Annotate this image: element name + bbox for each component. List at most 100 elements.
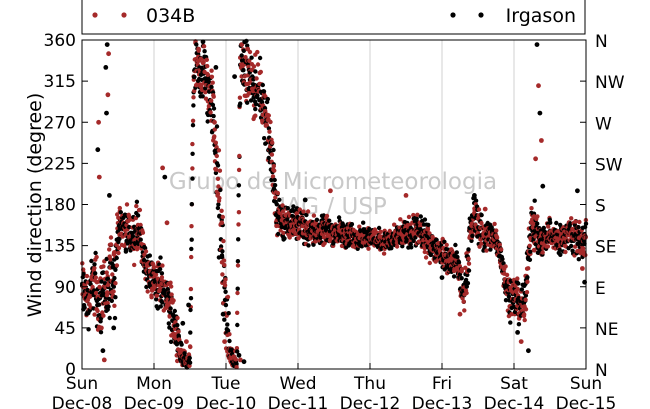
data-point [355,246,360,251]
data-point [577,219,582,225]
watermark-line-1: Grupo de Micrometeorologia [169,169,497,195]
data-point [117,236,122,242]
data-point [484,248,489,253]
data-point [349,222,355,227]
data-point [554,220,559,226]
y-tick-label: 270 [44,113,76,133]
data-point [217,168,223,173]
data-point [453,242,458,248]
data-point [190,166,195,171]
data-point [205,119,210,124]
data-point [545,244,551,249]
data-point [186,302,192,308]
data-point [454,250,459,255]
data-point [265,96,270,102]
y-tick-label: 0 [65,360,76,380]
data-point [253,102,259,107]
data-point [282,236,287,241]
data-point [270,174,276,179]
data-point [235,290,240,296]
data-point [266,126,272,131]
data-point [142,245,148,251]
x-tick-date: Dec-10 [196,394,257,409]
x-tick-day: Sun [66,374,98,394]
data-point [105,300,110,306]
data-point [459,267,465,272]
data-point [189,224,194,229]
data-point [251,64,257,69]
data-point [110,272,115,277]
data-point [82,305,87,310]
data-point [504,272,510,278]
data-point [262,136,267,141]
data-point [191,103,196,108]
data-point [189,254,194,260]
data-point [580,266,585,271]
data-point [255,62,261,67]
data-point [541,225,546,231]
data-point [105,92,111,98]
data-point [220,311,226,317]
data-point [257,55,263,61]
data-point [214,145,219,150]
data-point [277,197,282,202]
data-point [451,274,457,279]
data-point [546,224,551,229]
data-point [241,359,247,365]
data-point [519,287,525,292]
legend: 034B Irgason [81,0,586,35]
data-point [418,227,423,232]
data-point [175,323,180,328]
data-point [235,259,241,264]
data-point [190,123,196,128]
data-point [311,242,316,247]
data-point [103,65,109,70]
data-point [142,252,147,257]
data-point [278,228,283,233]
data-point [108,242,114,247]
data-point [459,276,464,281]
data-point [540,250,545,255]
data-point [143,249,149,254]
data-point [227,338,232,344]
data-point [249,55,254,60]
data-point [113,267,118,272]
data-point [274,202,279,207]
data-point [479,241,484,246]
data-point [217,195,222,201]
data-point [271,163,276,169]
data-point [160,300,165,305]
data-point [134,203,139,209]
data-point [535,214,540,219]
data-point [209,68,214,73]
data-point [189,202,194,207]
data-point [469,238,474,243]
data-point [213,167,219,172]
data-point [205,63,210,69]
x-tick-date: Dec-14 [484,394,545,409]
data-point [225,294,231,300]
data-point [101,270,106,275]
data-point [176,329,181,334]
data-point [457,311,463,317]
data-point [92,312,97,317]
data-point [403,193,409,198]
data-point [428,252,433,258]
data-point [92,262,97,267]
data-point [302,197,308,203]
data-point [465,272,470,278]
data-point [466,261,472,266]
data-point [219,220,225,226]
data-point [212,134,217,139]
data-point [238,357,243,363]
data-point [422,249,427,255]
data-point [236,237,241,242]
data-point [95,147,101,153]
y-tick-label: 360 [44,31,76,51]
data-point [253,106,258,112]
x-tick-date: Dec-09 [124,394,185,409]
data-point [482,206,488,212]
data-point [134,199,140,204]
data-point [227,332,232,337]
y2-tick-label: SW [595,155,623,175]
